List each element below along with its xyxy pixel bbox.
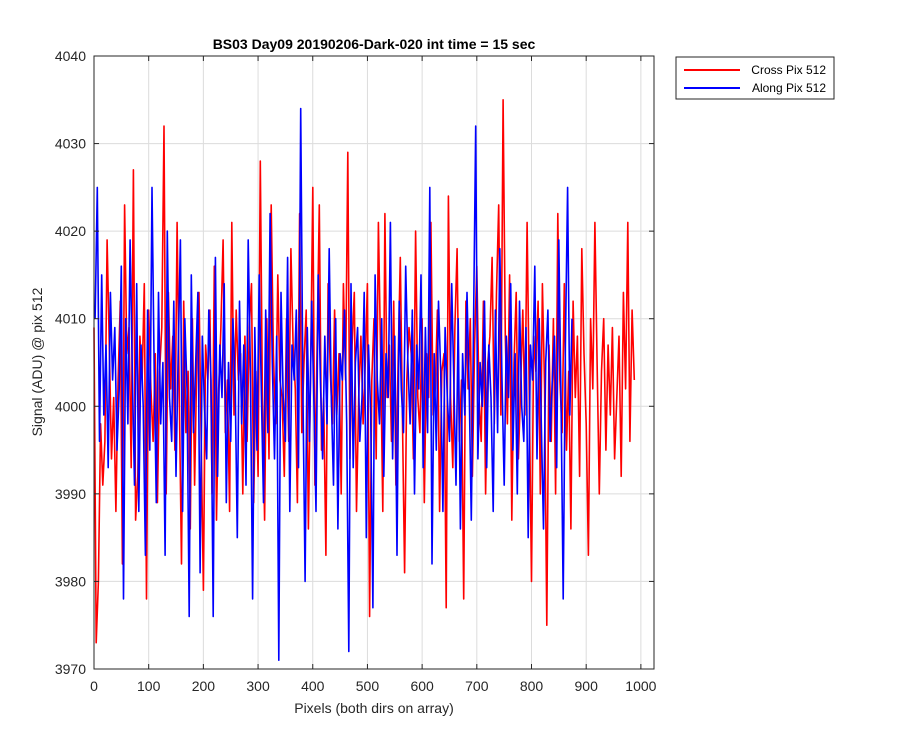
x-tick-label: 400 (301, 678, 325, 694)
y-axis-label: Signal (ADU) @ pix 512 (29, 287, 45, 436)
legend-box (675, 56, 835, 100)
x-tick-label: 300 (246, 678, 270, 694)
y-tick-label: 3990 (55, 486, 86, 502)
legend-label-along: Along Pix 512 (752, 81, 826, 95)
y-tick-label: 4000 (55, 398, 86, 414)
x-tick-label: 0 (90, 678, 98, 694)
chart-title: BS03 Day09 20190206-Dark-020 int time = … (213, 36, 536, 52)
x-tick-label: 800 (520, 678, 544, 694)
y-tick-label: 4040 (55, 48, 86, 64)
y-tick-label: 3970 (55, 661, 86, 677)
x-tick-label: 500 (356, 678, 380, 694)
x-tick-label: 600 (410, 678, 434, 694)
y-tick-label: 3980 (55, 573, 86, 589)
axis-ticks: 0 100 200 300 400 500 600 700 800 900 1000 3970 3980… (55, 48, 657, 694)
legend[interactable]: Cross Pix 512 Along Pix 512 (675, 56, 835, 100)
series-layer (93, 99, 636, 662)
x-tick-label: 100 (137, 678, 161, 694)
x-tick-label: 900 (575, 678, 599, 694)
x-tick-label: 700 (465, 678, 489, 694)
legend-label-cross: Cross Pix 512 (751, 63, 826, 77)
x-tick-label: 1000 (625, 678, 656, 694)
y-tick-label: 4030 (55, 136, 86, 152)
plot-border (93, 55, 655, 670)
y-tick-label: 4020 (55, 223, 86, 239)
y-tick-label: 4010 (55, 311, 86, 327)
x-tick-label: 200 (192, 678, 216, 694)
series-line-along-pix-512 (94, 107, 573, 662)
x-axis-label: Pixels (both dirs on array) (294, 700, 454, 716)
